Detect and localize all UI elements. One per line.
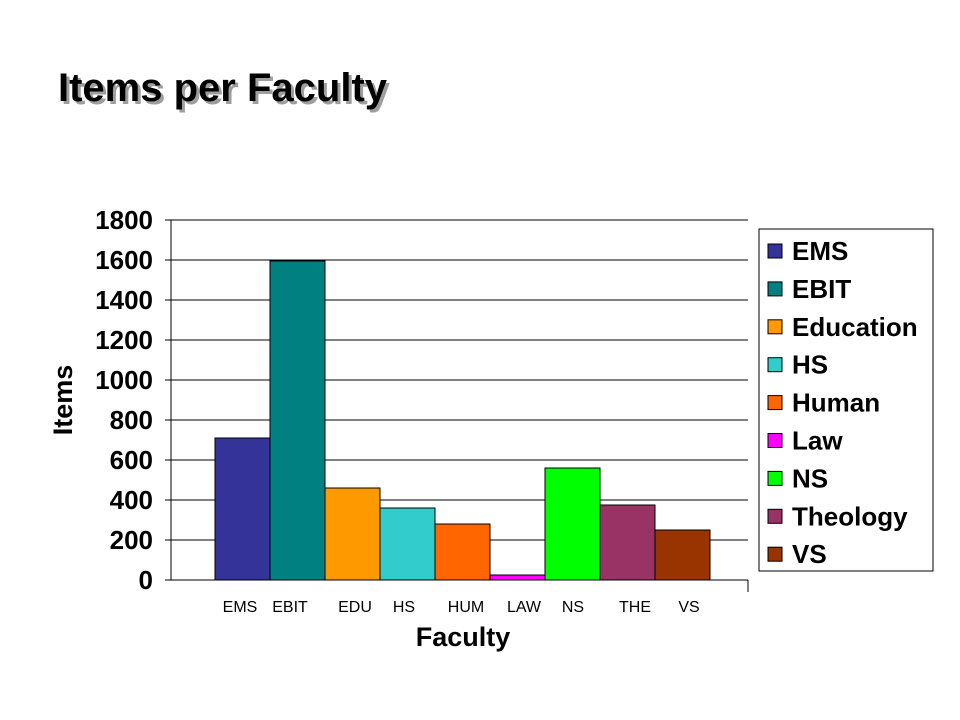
bar-hs xyxy=(379,507,436,581)
bar-ebit xyxy=(269,260,326,581)
legend-swatch xyxy=(767,357,783,373)
legend-label: HS xyxy=(792,350,828,380)
legend-swatch xyxy=(767,470,783,486)
x-tick-labels: EMS EBIT EDU HS HUM LAW NS THE VS xyxy=(223,599,700,616)
y-tick-label: 1400 xyxy=(95,285,153,315)
axes xyxy=(170,220,749,592)
legend-swatch xyxy=(767,395,783,411)
y-tick-label: 1000 xyxy=(95,365,153,395)
bar-law xyxy=(489,574,546,581)
y-tick-label: 800 xyxy=(110,405,153,435)
y-tick-label: 400 xyxy=(110,485,153,515)
legend-label: EMS xyxy=(792,236,848,266)
legend-label: Human xyxy=(792,388,880,418)
bar-edu xyxy=(324,487,381,581)
legend-label: VS xyxy=(792,539,827,569)
legend: EMS EBIT Education HS Human Law NS Theology VS xyxy=(758,228,934,572)
x-tick-label: HUM xyxy=(448,599,484,616)
y-tick-label: 1200 xyxy=(95,325,153,355)
legend-swatch xyxy=(767,546,783,562)
bar-hum xyxy=(434,523,491,581)
legend-label: EBIT xyxy=(792,274,851,304)
x-tick-label: LAW xyxy=(507,599,542,616)
legend-label: Law xyxy=(792,426,843,456)
bar-vs xyxy=(654,529,711,581)
legend-label: NS xyxy=(792,463,828,493)
y-tick-label: 1600 xyxy=(95,245,153,275)
chart-title: Items per Faculty xyxy=(58,66,388,110)
x-tick-label: EDU xyxy=(338,599,372,616)
x-tick-label: EMS xyxy=(223,599,258,616)
y-tick-labels: 0 200 400 600 800 1000 1200 1400 1600 1800 xyxy=(95,205,153,595)
legend-label: Education xyxy=(792,312,918,342)
legend-swatch xyxy=(767,433,783,448)
bar-the xyxy=(599,504,656,581)
y-tick-label: 200 xyxy=(110,525,153,555)
bar-ns xyxy=(544,467,601,581)
x-tick-label: HS xyxy=(393,599,415,616)
bars xyxy=(214,260,711,581)
x-tick-label: EBIT xyxy=(272,599,308,616)
legend-swatch xyxy=(767,508,783,524)
legend-swatch xyxy=(767,319,783,335)
y-axis-title: Items xyxy=(48,365,78,436)
y-tick-label: 0 xyxy=(139,565,153,595)
x-axis-title: Faculty xyxy=(416,622,511,652)
legend-box xyxy=(758,228,934,572)
legend-label: Theology xyxy=(792,501,908,531)
legend-swatch xyxy=(767,243,783,259)
legend-swatch xyxy=(767,281,783,297)
y-tick-label: 600 xyxy=(110,445,153,475)
x-tick-label: THE xyxy=(619,599,651,616)
x-tick-label: NS xyxy=(562,599,584,616)
y-tick-label: 1800 xyxy=(95,205,153,235)
x-tick-label: VS xyxy=(678,599,699,616)
bar-ems xyxy=(214,437,271,581)
